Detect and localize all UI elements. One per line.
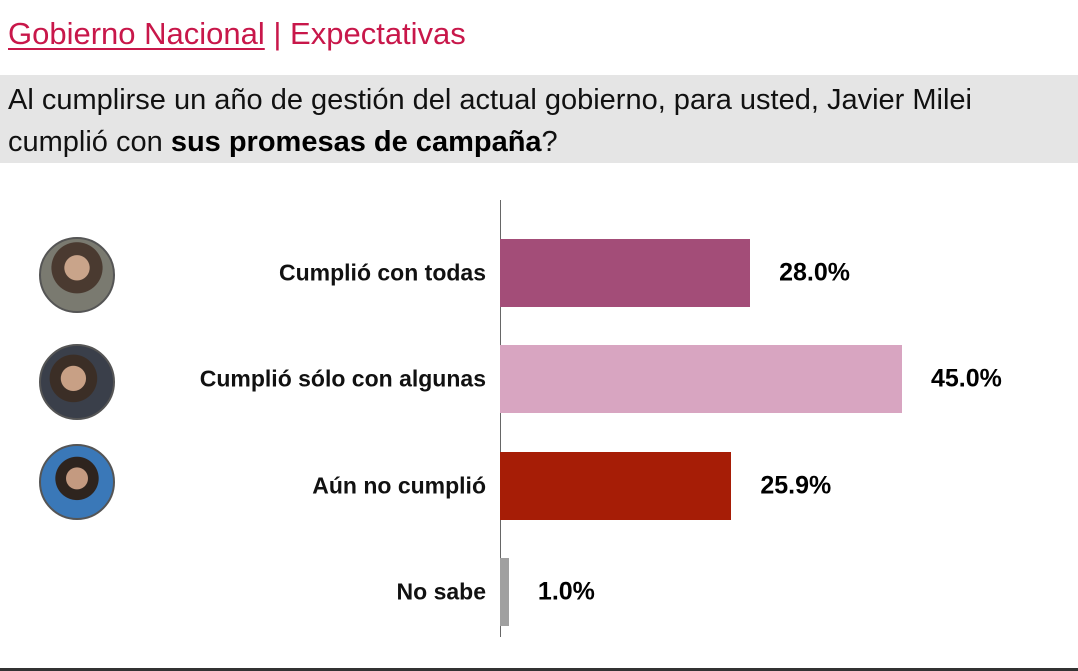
value-label: 25.9% — [760, 471, 832, 500]
question-part2: ? — [541, 126, 558, 158]
bar-2 — [500, 452, 732, 520]
category-label: Cumplió sólo con algunas — [199, 365, 486, 392]
title-sub: Expectativas — [290, 16, 466, 51]
bottom-divider — [0, 668, 1078, 671]
category-label: No sabe — [396, 578, 486, 605]
avatar-milei-serious — [39, 344, 115, 420]
title-separator: | — [264, 16, 291, 51]
bar-3 — [500, 558, 509, 626]
chart-axis — [500, 200, 501, 637]
bar-0 — [500, 239, 751, 307]
question-bold: sus promesas de campaña — [170, 126, 542, 158]
bar-1 — [500, 345, 902, 413]
avatar-milei-blue — [39, 444, 115, 520]
avatar-milei-laughing — [39, 237, 115, 313]
page-title: Gobierno Nacional | Expectativas — [8, 16, 466, 52]
question-box — [0, 75, 1078, 163]
question-part1: Al cumplirse un año de gestión del actua… — [8, 84, 972, 158]
title-main[interactable]: Gobierno Nacional — [8, 16, 265, 51]
value-label: 1.0% — [537, 577, 595, 606]
question-text: Al cumplirse un año de gestión del actua… — [8, 79, 1078, 163]
value-label: 28.0% — [779, 258, 851, 287]
value-label: 45.0% — [931, 364, 1002, 393]
category-label: Aún no cumplió — [312, 472, 486, 499]
category-label: Cumplió con todas — [279, 259, 486, 286]
